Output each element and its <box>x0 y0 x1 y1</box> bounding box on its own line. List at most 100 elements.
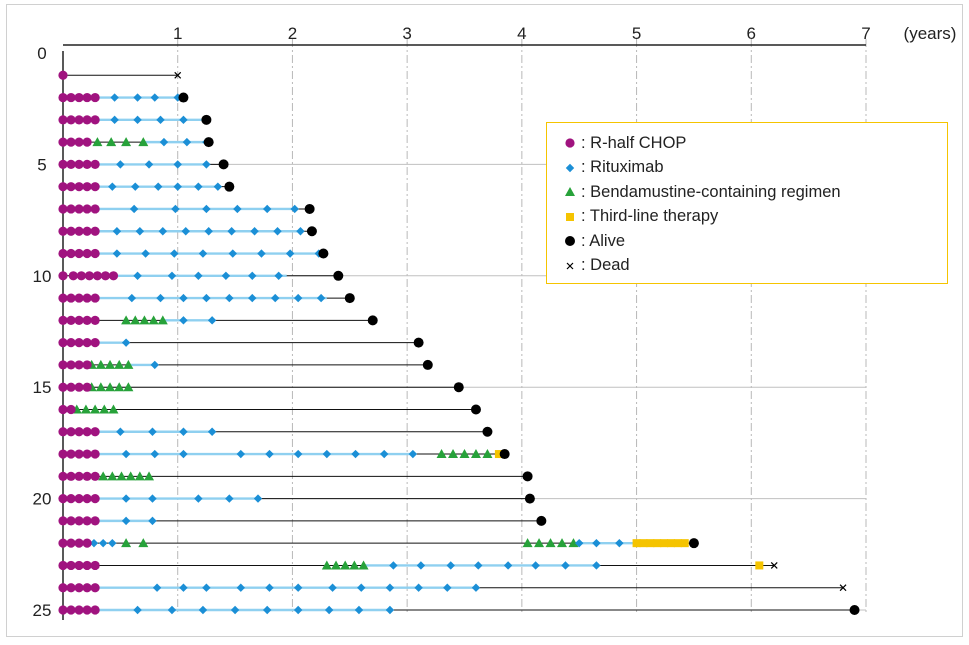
rchop-marker <box>90 293 100 303</box>
bendamustine-marker <box>340 560 351 570</box>
rituximab-marker <box>133 93 142 102</box>
bendamustine-marker <box>482 449 493 459</box>
rituximab-marker <box>98 538 108 548</box>
alive-marker <box>333 270 344 281</box>
patient-row-4 <box>58 137 214 148</box>
rituximab-marker <box>156 115 165 125</box>
rchop-marker <box>66 115 76 125</box>
rchop-marker <box>82 471 92 481</box>
rchop-marker <box>58 182 68 192</box>
rchop-marker <box>82 92 92 103</box>
rchop-marker <box>90 516 100 526</box>
rituximab-marker <box>354 605 364 615</box>
rchop-marker <box>90 427 100 437</box>
y-tick-label: 10 <box>33 267 52 286</box>
rchop-marker <box>74 159 84 169</box>
rchop-marker <box>74 204 84 214</box>
rchop-marker <box>90 159 100 169</box>
rituximab-marker <box>328 583 337 592</box>
legend-item-benda: : Bendamustine-containing regimen <box>559 180 947 205</box>
rchop-marker <box>74 226 84 236</box>
bendamustine-marker <box>321 560 332 570</box>
legend-marker-rchop <box>559 136 581 150</box>
x-tick-label: 1 <box>173 24 182 43</box>
bendamustine-marker <box>557 538 568 548</box>
rituximab-marker <box>121 338 131 347</box>
rchop-marker <box>100 271 111 281</box>
rituximab-marker <box>207 316 217 325</box>
rituximab-marker <box>271 293 280 303</box>
rchop-marker <box>66 248 76 259</box>
rchop-marker <box>66 538 76 548</box>
patient-row-23 <box>58 560 778 571</box>
legend-marker-svg <box>565 187 575 197</box>
rituximab-marker <box>380 449 389 459</box>
rituximab-marker <box>182 137 192 147</box>
rituximab-marker <box>233 204 242 214</box>
legend-ritux-symbol <box>565 163 575 172</box>
rituximab-marker <box>159 137 169 147</box>
rchop-marker <box>58 226 68 236</box>
rituximab-marker <box>202 293 211 303</box>
legend-marker-dead <box>559 259 581 273</box>
rituximab-marker <box>154 182 163 191</box>
bendamustine-marker <box>349 560 360 570</box>
bendamustine-marker <box>105 359 116 369</box>
rituximab-marker <box>144 160 154 169</box>
dead-marker <box>770 562 778 569</box>
rituximab-marker <box>324 605 334 615</box>
rchop-marker <box>66 494 76 504</box>
legend-marker-ritux <box>559 161 581 175</box>
rchop-marker <box>66 605 76 615</box>
rchop-marker <box>58 583 68 593</box>
rituximab-marker <box>228 249 237 258</box>
legend-marker-svg <box>565 163 575 172</box>
rchop-marker <box>58 471 68 481</box>
rituximab-marker <box>133 115 142 125</box>
alive-marker <box>522 471 533 482</box>
rchop-marker <box>82 605 92 615</box>
rchop-marker <box>90 449 100 459</box>
rchop-marker <box>90 248 100 259</box>
alive-marker <box>499 449 510 460</box>
rituximab-marker <box>389 561 398 570</box>
rchop-marker <box>58 271 68 281</box>
patient-row-15 <box>58 382 464 393</box>
rchop-marker <box>58 516 68 526</box>
rchop-marker <box>82 248 92 259</box>
rchop-marker <box>82 137 92 147</box>
rituximab-marker <box>121 516 131 526</box>
bendamustine-marker <box>107 471 118 481</box>
third-line-marker <box>660 539 669 548</box>
rchop-marker <box>82 583 92 593</box>
rchop-marker <box>66 471 76 481</box>
bendamustine-marker <box>121 137 132 147</box>
y-tick-label: 0 <box>37 44 46 63</box>
rituximab-marker <box>148 516 157 526</box>
rituximab-marker <box>443 583 452 592</box>
patient-row-18 <box>58 449 510 460</box>
rchop-marker <box>90 204 100 214</box>
patient-row-21 <box>58 515 547 526</box>
legend-label-alive: : Alive <box>581 231 626 250</box>
rituximab-marker <box>170 249 179 258</box>
alive-marker <box>178 92 189 103</box>
bendamustine-marker <box>105 382 116 392</box>
x-tick-label: 6 <box>747 24 756 43</box>
rchop-marker <box>58 382 68 392</box>
x-unit-label: (years) <box>904 24 957 43</box>
rituximab-marker <box>474 561 483 570</box>
alive-marker <box>304 203 315 214</box>
rchop-marker <box>58 538 68 548</box>
bendamustine-marker <box>138 137 149 147</box>
rchop-marker <box>90 560 100 571</box>
rchop-marker <box>58 427 68 437</box>
legend-marker-svg <box>565 236 575 247</box>
rchop-marker <box>90 471 100 481</box>
rituximab-marker <box>446 561 455 570</box>
bendamustine-marker <box>92 137 103 147</box>
bendamustine-marker <box>470 449 481 459</box>
rituximab-marker <box>173 160 182 169</box>
rituximab-marker <box>296 227 305 236</box>
